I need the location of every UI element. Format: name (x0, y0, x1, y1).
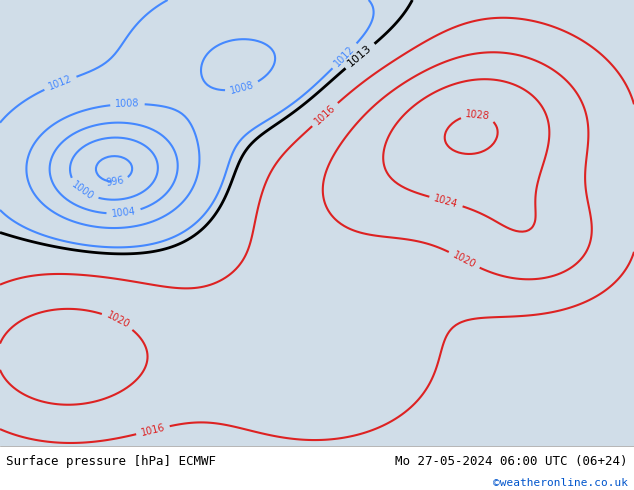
Text: 1012: 1012 (332, 44, 357, 68)
Text: 1012: 1012 (47, 74, 74, 92)
Text: 1008: 1008 (229, 80, 256, 96)
Text: 1028: 1028 (465, 109, 491, 122)
Text: Mo 27-05-2024 06:00 UTC (06+24): Mo 27-05-2024 06:00 UTC (06+24) (395, 455, 628, 468)
Text: 1013: 1013 (346, 43, 374, 69)
Text: 996: 996 (105, 175, 124, 188)
Text: 1004: 1004 (111, 206, 136, 219)
Text: 1020: 1020 (451, 250, 477, 270)
Text: 1016: 1016 (140, 422, 166, 438)
Text: Surface pressure [hPa] ECMWF: Surface pressure [hPa] ECMWF (6, 455, 216, 468)
Text: 1016: 1016 (313, 102, 337, 126)
Text: 1024: 1024 (433, 193, 459, 210)
Text: ©weatheronline.co.uk: ©weatheronline.co.uk (493, 478, 628, 489)
Text: 1008: 1008 (115, 98, 140, 109)
Text: 1020: 1020 (105, 310, 131, 331)
Text: 1000: 1000 (70, 179, 96, 202)
